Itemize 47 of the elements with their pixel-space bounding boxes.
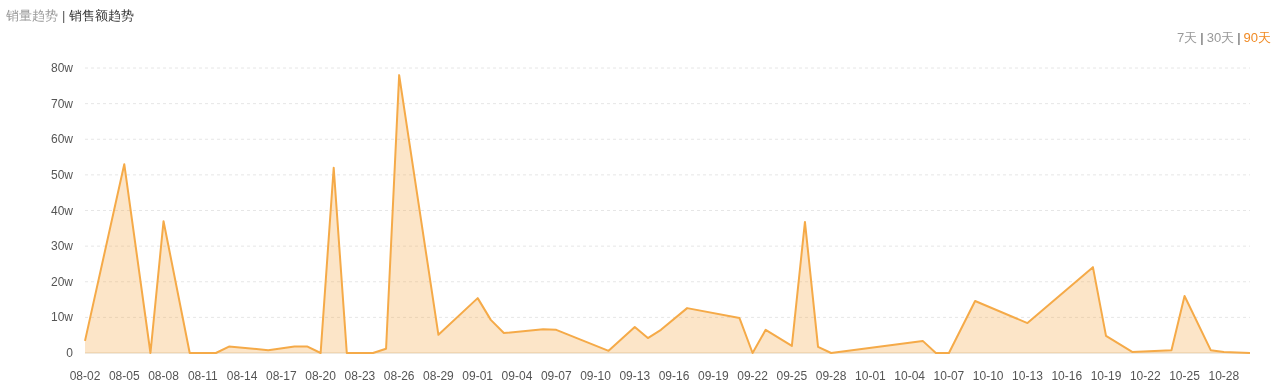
text: 7天 [1177,30,1198,45]
x-tick-label: 08-20 [305,369,337,383]
x-tick-label: 10-10 [972,369,1004,383]
y-tick-label: 70w [50,96,74,111]
y-tick-label: 80w [50,61,74,75]
y-tick-label: 10w [50,310,74,325]
x-tick-label: 08-11 [187,369,219,383]
x-tick-label: 09-16 [658,369,690,383]
x-tick-label: 09-04 [501,369,533,383]
x-tick-label: 10-04 [894,369,926,383]
x-tick-label: 08-17 [266,369,298,383]
y-tick-label: 20w [50,274,74,289]
text: 30天 [1206,30,1235,45]
y-tick-label: 40w [50,203,74,218]
x-tick-label: 08-29 [423,369,455,383]
x-tick-label: 10-16 [1051,369,1083,383]
text: | [62,8,66,23]
y-tick-label: 60w [50,132,74,147]
y-tick-label: 30w [50,239,74,254]
x-tick-label: 10-22 [1129,369,1161,383]
chart-title: 销售额趋势 [68,8,135,23]
x-tick-label: 09-19 [697,369,729,383]
x-tick-label: 08-02 [69,369,101,383]
x-tick-label: 09-10 [580,369,612,383]
x-tick-label: 09-13 [619,369,651,383]
x-tick-label: 09-25 [776,369,808,383]
x-tick-label: 10-01 [855,369,887,383]
x-tick-label: 10-13 [1012,369,1044,383]
text: 90天 [1243,30,1271,45]
text: | [1237,30,1241,45]
x-tick-label: 08-05 [108,369,140,383]
x-tick-label: 08-26 [383,369,415,383]
x-tick-label: 10-19 [1090,369,1122,383]
x-tick-label: 09-01 [462,369,494,383]
x-tick-label: 10-25 [1169,369,1201,383]
text: | [1200,30,1204,45]
y-tick-label: 50w [50,167,74,182]
x-tick-label: 09-28 [815,369,847,383]
x-tick-label: 09-07 [540,369,572,383]
text: 销量趋势 [5,8,58,23]
y-tick-label: 0 [66,346,74,360]
x-tick-label: 08-23 [344,369,376,383]
x-tick-label: 10-28 [1208,369,1240,383]
x-tick-label: 08-14 [226,369,258,383]
x-tick-label: 08-08 [148,369,180,383]
x-tick-label: 10-07 [933,369,965,383]
x-tick-label: 09-22 [737,369,769,383]
